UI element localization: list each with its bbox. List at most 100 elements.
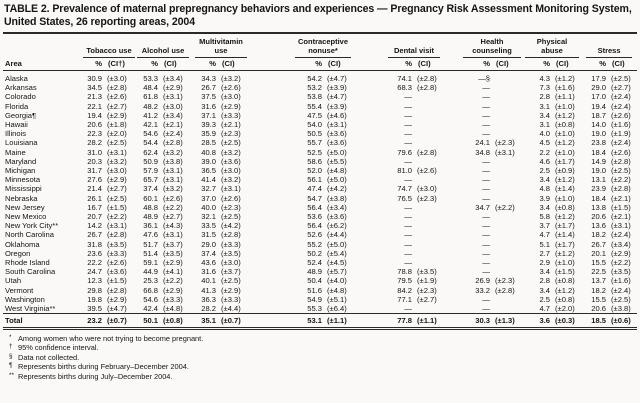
table-row: North Carolina 26.7 (±2.8) 47.6 (±3.1) 31.… <box>3 230 637 239</box>
ci-cell: (±2.8) <box>417 83 437 93</box>
ci-cell <box>491 258 521 267</box>
pct-cell: 41.3 <box>201 285 216 295</box>
ci-cell: (±2.4) <box>611 138 631 148</box>
ci-cell: (±4.8) <box>163 303 183 313</box>
ci-cell: (±4.2) <box>221 221 241 231</box>
pct-cell: 31.0 <box>87 147 102 157</box>
pct-cell: 31.7 <box>87 165 102 175</box>
pct-cell: 22.2 <box>87 257 102 267</box>
ci-cell: (±3.6) <box>327 129 347 139</box>
pct-cell: — <box>482 239 491 249</box>
ci-cell: (±2.0) <box>107 129 127 139</box>
pct-header: % <box>137 57 159 71</box>
table-row: West Virginia** 39.5 (±4.7) 42.4 (±4.8) 28… <box>3 304 637 314</box>
ci-cell: (±3.0) <box>417 184 437 194</box>
ci-cell: (±2.1) <box>611 211 631 221</box>
ci-cell: (±1.7) <box>555 156 575 166</box>
ci-cell: (±3.2) <box>163 184 183 194</box>
col-group-dental: Dental visit <box>385 34 443 58</box>
ci-cell: (±3.8) <box>163 156 183 166</box>
ci-cell: (±1.1) <box>555 92 575 102</box>
table-row: New Mexico 20.7 (±2.2) 48.9 (±2.7) 32.1 (±2… <box>3 212 637 221</box>
ci-cell: (±2.3) <box>417 193 437 203</box>
ci-cell: (±3.1) <box>163 165 183 175</box>
ci-cell: (±3.4) <box>327 202 347 212</box>
ci-cell: (±3.1) <box>221 184 241 194</box>
ci-cell: (±3.3) <box>163 294 183 304</box>
ci-cell <box>491 175 521 184</box>
ci-cell <box>413 249 443 258</box>
pct-cell: 18.7 <box>591 110 607 120</box>
ci-cell: (±3.1) <box>107 221 127 231</box>
pct-cell: 39.5 <box>87 303 102 313</box>
data-table: Tobacco use Alcohol use Multivitamin use… <box>3 34 638 330</box>
footnote-text: 95% confidence interval. <box>18 343 99 353</box>
pct-cell: 7.3 <box>539 83 551 93</box>
ci-cell: (±1.0) <box>555 193 575 203</box>
pct-cell: 3.4 <box>539 175 551 185</box>
ci-cell: (±3.7) <box>163 239 183 249</box>
table-row: Vermont 29.8 (±2.8) 66.8 (±2.9) 41.3 (±2.9)… <box>3 286 637 295</box>
pct-cell: — <box>482 119 491 129</box>
ci-cell: (±2.4) <box>611 101 631 111</box>
pct-cell: 56.4 <box>307 202 323 212</box>
pct-cell: 53.2 <box>307 83 323 93</box>
pct-cell: 13.8 <box>591 202 607 212</box>
ci-cell: (±3.1) <box>163 175 183 185</box>
pct-cell: 50.4 <box>307 276 323 286</box>
pct-cell: 23.2 <box>83 313 103 330</box>
pct-cell: 20.6 <box>591 303 607 313</box>
ci-cell: (±2.5) <box>107 193 127 203</box>
ci-cell: (±2.8) <box>163 138 183 148</box>
pct-cell: — <box>482 267 491 277</box>
footnotes: * Among women who were not trying to beco… <box>3 334 637 381</box>
ci-cell: (±5.7) <box>327 267 347 277</box>
ci-cell: (±2.6) <box>163 193 183 203</box>
pct-cell: 48.9 <box>143 211 158 221</box>
ci-cell: (±0.8) <box>159 313 185 330</box>
ci-cell: (±2.5) <box>221 276 241 286</box>
pct-cell: 12.3 <box>87 276 102 286</box>
table-row: Oklahoma 31.8 (±3.5) 51.7 (±3.7) 29.0 (±3.3… <box>3 240 637 249</box>
pct-cell: 23.6 <box>87 248 102 258</box>
ci-cell: (±2.5) <box>107 138 127 148</box>
pct-cell: 15.5 <box>591 294 607 304</box>
pct-cell: 18.4 <box>591 193 607 203</box>
ci-cell: (±2.4) <box>611 92 631 102</box>
pct-cell: 81.0 <box>397 165 413 175</box>
pct-cell: 32.7 <box>201 184 216 194</box>
footnote-marker: † <box>9 343 13 351</box>
area-cell: Louisiana <box>5 138 38 148</box>
ci-cell: (±2.1) <box>221 119 241 129</box>
pct-cell: 41.2 <box>143 110 158 120</box>
ci-cell: (±2.3) <box>417 285 437 295</box>
pct-cell: 4.6 <box>539 156 551 166</box>
ci-cell: (±4.5) <box>327 257 347 267</box>
table-row: Washington 19.8 (±2.9) 54.6 (±3.3) 36.3 (±3… <box>3 295 637 304</box>
col-group-tobacco: Tobacco use <box>83 34 135 58</box>
ci-cell: (±1.9) <box>417 276 437 286</box>
pct-cell: 31.8 <box>87 239 102 249</box>
pct-cell: 79.6 <box>397 147 413 157</box>
pct-cell: 84.2 <box>397 285 413 295</box>
ci-cell <box>413 111 443 120</box>
pct-cell: 2.7 <box>539 248 551 258</box>
ci-cell: (±2.2) <box>163 276 183 286</box>
pct-cell: 54.7 <box>307 193 323 203</box>
ci-cell <box>491 120 521 129</box>
pct-cell: — <box>404 221 413 231</box>
ci-cell: (±2.9) <box>163 83 183 93</box>
footnote-text: Represents births during July–December 2… <box>18 371 173 381</box>
footnote-text: Represents births during February–Decemb… <box>18 362 189 372</box>
ci-cell <box>413 129 443 138</box>
pct-cell: — <box>482 184 491 194</box>
ci-cell: (±1.8) <box>107 119 127 129</box>
pct-cell: 40.0 <box>201 202 216 212</box>
ci-cell: (±1.1) <box>413 313 444 330</box>
pct-cell: 26.9 <box>475 276 491 286</box>
pct-cell: — <box>482 83 491 93</box>
ci-cell: (±4.7) <box>327 73 347 83</box>
pct-cell: 28.2 <box>201 303 216 313</box>
ci-cell: (±2.3) <box>221 129 241 139</box>
ci-cell: (±1.2) <box>555 110 575 120</box>
